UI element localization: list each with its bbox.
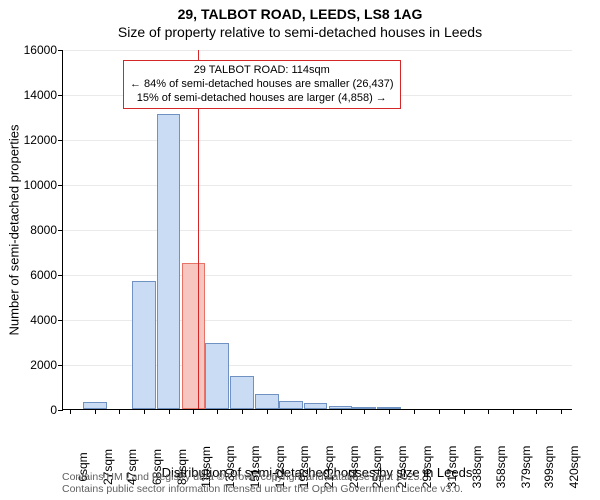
histogram-bar [279,401,303,409]
x-tick-label: 110sqm [193,428,213,470]
x-tick-mark [291,409,292,414]
x-tick-mark [144,409,145,414]
chart-subtitle: Size of property relative to semi-detach… [0,24,600,40]
y-tick-label: 16000 [24,43,63,57]
histogram-bar [205,343,229,409]
x-tick-mark [316,409,317,414]
x-tick-mark [513,409,514,414]
x-tick-label: 379sqm [513,428,533,471]
histogram-bar [157,114,181,409]
y-tick-label: 10000 [24,178,63,192]
x-tick-label: 213sqm [316,428,336,471]
plot-area: 02000400060008000100001200014000160006sq… [62,50,572,410]
annotation-line: 29 TALBOT ROAD: 114sqm [130,64,394,78]
x-tick-mark [439,409,440,414]
histogram-bar-highlight [182,263,206,409]
x-tick-label: 192sqm [291,428,311,471]
y-tick-label: 14000 [24,88,63,102]
credits: Contains HM Land Registry data © Crown c… [62,471,463,496]
y-gridline [63,275,572,276]
y-tick-label: 12000 [24,133,63,147]
x-tick-label: 27sqm [95,431,115,467]
x-tick-mark [169,409,170,414]
y-gridline [63,50,572,51]
x-tick-label: 6sqm [70,434,90,463]
credit-line-1: Contains HM Land Registry data © Crown c… [62,471,463,484]
x-tick-label: 317sqm [439,428,459,471]
histogram-bar [83,402,107,409]
x-tick-mark [70,409,71,414]
x-tick-mark [561,409,562,414]
y-tick-label: 8000 [30,223,63,237]
x-tick-label: 172sqm [267,428,287,471]
histogram-bar [230,376,254,409]
x-tick-label: 275sqm [389,428,409,471]
y-gridline [63,230,572,231]
x-tick-mark [341,409,342,414]
x-tick-label: 296sqm [414,428,434,471]
y-gridline [63,185,572,186]
credit-line-2: Contains public sector information licen… [62,483,463,496]
y-tick-label: 4000 [30,313,63,327]
y-tick-label: 6000 [30,268,63,282]
histogram-bar [132,281,156,409]
chart-area: Number of semi-detached properties 02000… [62,50,572,410]
x-tick-label: 89sqm [169,431,189,467]
x-tick-mark [242,409,243,414]
y-tick-label: 2000 [30,358,63,372]
x-tick-mark [389,409,390,414]
y-tick-label: 0 [50,403,63,417]
annotation-box: 29 TALBOT ROAD: 114sqm← 84% of semi-deta… [123,60,401,109]
x-tick-label: 234sqm [341,428,361,471]
x-tick-mark [536,409,537,414]
x-tick-label: 130sqm [217,428,237,471]
x-tick-mark [95,409,96,414]
x-tick-label: 68sqm [144,431,164,467]
x-tick-label: 420sqm [561,428,581,471]
x-tick-mark [364,409,365,414]
x-tick-mark [119,409,120,414]
y-gridline [63,140,572,141]
x-tick-mark [217,409,218,414]
x-tick-label: 151sqm [242,428,262,471]
x-tick-label: 399sqm [536,428,556,471]
x-tick-label: 254sqm [364,428,384,471]
x-tick-mark [193,409,194,414]
title-block: 29, TALBOT ROAD, LEEDS, LS8 1AG Size of … [0,0,600,40]
chart-title: 29, TALBOT ROAD, LEEDS, LS8 1AG [0,6,600,22]
x-tick-mark [414,409,415,414]
x-tick-label: 358sqm [488,428,508,471]
x-tick-mark [464,409,465,414]
x-tick-label: 338sqm [464,428,484,471]
annotation-line: ← 84% of semi-detached houses are smalle… [130,78,394,92]
x-tick-mark [267,409,268,414]
annotation-line: 15% of semi-detached houses are larger (… [130,92,394,106]
x-tick-mark [488,409,489,414]
x-tick-label: 47sqm [119,431,139,467]
y-axis-label: Number of semi-detached properties [7,125,22,336]
histogram-bar [255,394,279,409]
